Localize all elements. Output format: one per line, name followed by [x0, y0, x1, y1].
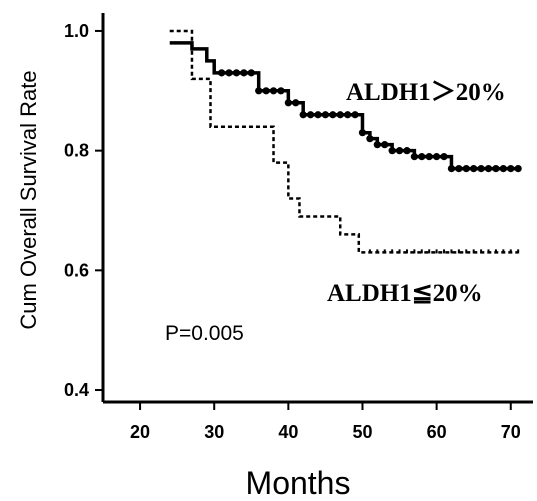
series-high-censor-point	[499, 165, 507, 173]
series-aldh1-high	[169, 41, 522, 173]
series-high-censor-point	[329, 111, 337, 119]
series-high-censor-point	[247, 69, 255, 77]
series-high-censor-point	[299, 111, 307, 119]
series-high-censor-point	[314, 111, 322, 119]
series-high-censor-point	[240, 69, 248, 77]
series-high-censor-point	[321, 111, 330, 119]
annotation-low-group: ALDH1≦20%	[327, 280, 483, 307]
x-tick-label: 50	[352, 422, 372, 442]
series-high-censor-point	[492, 165, 500, 173]
y-tick-label: 1.0	[64, 21, 89, 41]
series-high-censor-point	[395, 147, 404, 155]
series-high-censor-point	[425, 153, 433, 161]
series-high-censor-point	[381, 141, 389, 149]
series-high-censor-point	[477, 165, 485, 173]
series-high-censor-point	[292, 99, 300, 107]
y-tick-label: 0.6	[64, 260, 89, 280]
series-low-line	[169, 29, 519, 254]
y-axis-title: Cum Overall Survival Rate	[16, 70, 41, 329]
series-high-censor-point	[344, 111, 352, 119]
x-tick-label: 40	[278, 422, 298, 442]
x-axis-title: Months	[246, 465, 351, 501]
series-high-censor-point	[336, 111, 344, 119]
y-tick-label: 0.8	[64, 141, 89, 161]
series-high-censor-point	[351, 111, 359, 119]
series-high-censor-point	[410, 153, 418, 161]
series-high-censor-point	[232, 69, 241, 77]
series-high-censor-point	[447, 165, 456, 173]
series-high-censor-point	[284, 99, 292, 107]
annotation-high-group: ALDH1＞20%	[346, 79, 506, 106]
series-high-censor-point	[358, 129, 367, 137]
series-high-censor-point	[255, 87, 263, 95]
series-high-censor-point	[433, 153, 441, 161]
annotation-p-value: P=0.005	[165, 322, 244, 345]
series-high-censor-point	[484, 165, 493, 173]
series-high-censor-point	[507, 165, 515, 173]
series-high-censor-point	[306, 111, 315, 119]
y-tick-label: 0.4	[64, 380, 89, 400]
y-ticks: 0.4 0.6 0.8 1.0	[64, 21, 103, 400]
series-high-censor-point	[225, 69, 233, 77]
axes	[101, 13, 533, 404]
series-high-censor-point	[514, 165, 522, 173]
x-tick-label: 20	[130, 422, 150, 442]
series-high-censor-point	[366, 135, 374, 143]
series-high-censor-point	[440, 153, 448, 161]
series-high-censor-point	[462, 165, 470, 173]
series-high-censor-point	[373, 141, 381, 149]
x-tick-label: 30	[204, 422, 224, 442]
series-high-censor-point	[262, 87, 270, 95]
series-aldh1-low	[169, 29, 520, 254]
series-high-censor-point	[388, 147, 396, 155]
x-ticks: 20 30 40 50 60 70	[130, 402, 521, 442]
series-high-censor-point	[403, 147, 411, 155]
series-high-censor-point	[277, 87, 285, 95]
series-high-censor-point	[455, 165, 463, 173]
series-high-censor-point	[470, 165, 478, 173]
series-high-censor-point	[418, 153, 426, 161]
series-high-censor-point	[218, 69, 226, 77]
x-tick-label: 70	[501, 422, 521, 442]
x-tick-label: 60	[427, 422, 447, 442]
series-high-censor-point	[269, 87, 278, 95]
